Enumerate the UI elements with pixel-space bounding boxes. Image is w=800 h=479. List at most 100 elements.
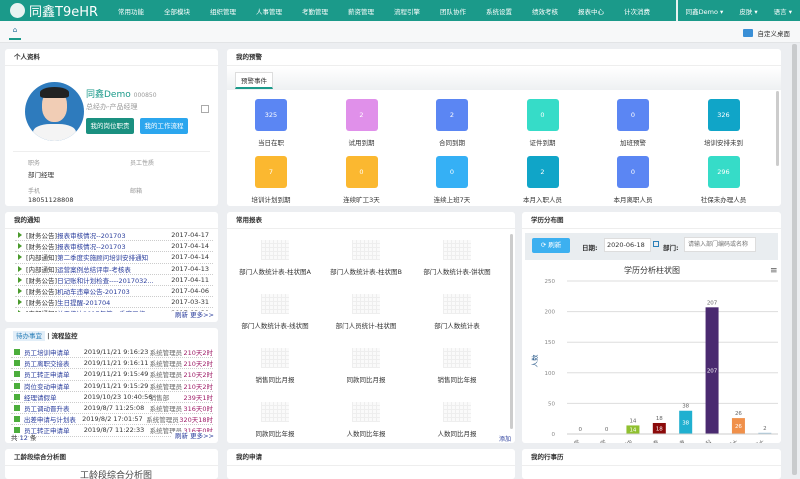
notice-item[interactable]: [财务公告] 生日提醒-201704 2017-03-31: [15, 297, 213, 309]
notice-title[interactable]: 运营案例总结评审-考核表: [57, 265, 131, 274]
notice-title[interactable]: 第二季度实施顾问培训安排通知: [57, 254, 149, 263]
warning-item[interactable]: 2 本月入职人员: [498, 156, 588, 204]
todo-item[interactable]: 员工培训申请单 2019/11/21 9:16:23 系统管理员 210天2时: [11, 347, 213, 359]
nav-item[interactable]: 考勤管理: [302, 7, 328, 16]
nav-item[interactable]: 全部模块: [164, 7, 190, 16]
warning-item[interactable]: 0 证件到期: [498, 99, 588, 147]
report-item[interactable]: 销售同比年报: [409, 348, 505, 384]
todo-item[interactable]: 经理请假单 2019/10/23 10:40:56 销售部 239天1时: [11, 392, 213, 403]
report-item[interactable]: 部门人数统计表-柱状图A: [227, 240, 323, 276]
nav-item[interactable]: 系统设置: [486, 7, 512, 16]
nav-item[interactable]: 薪资管理: [348, 7, 374, 16]
nav-item[interactable]: 团队协作: [440, 7, 466, 16]
notice-item[interactable]: [内部通知]关于传达2017年第一季度工作2017-03-30: [15, 308, 213, 312]
more-link[interactable]: 更多>>: [190, 432, 214, 440]
language-menu[interactable]: 语言 ▾: [773, 7, 792, 16]
notice-item[interactable]: [财务公告] 报表审核情况--201703 2017-04-14: [15, 241, 213, 253]
customize-desktop-button[interactable]: 自定义桌面: [742, 28, 790, 38]
bar[interactable]: [626, 425, 640, 434]
refresh-link[interactable]: 刷新: [175, 311, 189, 319]
todo-name[interactable]: 岗位变动申请单: [23, 382, 70, 391]
nav-item[interactable]: 绩效考核: [532, 7, 558, 16]
report-item[interactable]: 部门人数统计表: [409, 294, 505, 330]
report-item[interactable]: 部门人数统计表-柱状图B: [318, 240, 414, 276]
todo-name[interactable]: 员工调动晋升表: [23, 405, 70, 414]
more-link[interactable]: 更多>>: [190, 311, 214, 319]
todo-name[interactable]: 员工离职交接表: [23, 360, 70, 369]
report-item[interactable]: 人数同比年报: [318, 402, 414, 438]
notice-item[interactable]: [财务公告] 报表审核情况--201703 2017-04-17: [15, 230, 213, 242]
nav-item[interactable]: 组织管理: [210, 7, 236, 16]
calendar-icon[interactable]: [653, 241, 659, 247]
user-menu[interactable]: 同鑫Demo ▾: [685, 7, 724, 16]
todo-item[interactable]: 员工离职交接表 2019/11/21 9:16:11 系统管理员 210天2时: [11, 358, 213, 370]
warning-item[interactable]: 7 培训计划到期: [227, 156, 316, 204]
notice-title[interactable]: 报表审核情况--201703: [57, 232, 126, 241]
my-workflow-button[interactable]: 我的工作流程: [140, 118, 188, 134]
report-item[interactable]: 同款同比年报: [227, 402, 323, 438]
scrollbar[interactable]: [510, 234, 513, 429]
add-report-link[interactable]: 添加: [498, 436, 511, 443]
bar[interactable]: [705, 307, 719, 434]
todo-name[interactable]: 员工培训申请单: [23, 349, 70, 358]
notice-title[interactable]: 生日提醒-201704: [57, 299, 111, 308]
warning-item[interactable]: 2 合同到期: [407, 99, 497, 147]
todo-name[interactable]: 出差申请与计划表: [23, 416, 76, 425]
skin-menu[interactable]: 皮肤 ▾: [739, 7, 758, 16]
todo-name[interactable]: 经理请假单: [23, 393, 57, 402]
chart-menu-icon[interactable]: ≡: [770, 266, 778, 276]
report-item[interactable]: 同款同比月报: [318, 348, 414, 384]
scrollbar[interactable]: [776, 91, 779, 166]
dept-input[interactable]: [684, 237, 756, 252]
my-duties-button[interactable]: 我的岗位职责: [86, 118, 134, 134]
warning-item[interactable]: 296 社保未办理人员: [679, 156, 769, 204]
refresh-link[interactable]: 刷新: [175, 432, 189, 440]
bar[interactable]: [731, 418, 745, 434]
warning-item[interactable]: 0 连续旷工3天: [317, 156, 407, 204]
bar[interactable]: [652, 422, 666, 434]
warning-item[interactable]: 0 本月离职人员: [588, 156, 678, 204]
notice-title[interactable]: 机动车违章公告-201703: [57, 288, 130, 297]
nav-item[interactable]: 报表中心: [578, 7, 604, 16]
warning-item[interactable]: 0 连续上班7天: [407, 156, 497, 204]
warning-item[interactable]: 325 当日在职: [227, 99, 316, 147]
home-icon[interactable]: ⌂: [9, 26, 21, 40]
tab-process-monitor[interactable]: 流程监控: [51, 332, 78, 340]
tab-warning-events[interactable]: 预警事件: [235, 72, 273, 89]
notice-item[interactable]: [财务公告] 日记账和计划检查----2017032... 2017-04-11: [15, 275, 213, 286]
notice-item[interactable]: [内部通知] 运营案例总结评审-考核表 2017-04-13: [15, 264, 213, 275]
nav-item[interactable]: 流程引擎: [394, 7, 420, 16]
tab-todo[interactable]: 待办事宜: [13, 331, 45, 341]
report-item[interactable]: 销售同比月报: [227, 348, 323, 384]
bar[interactable]: [679, 410, 693, 434]
notice-item[interactable]: [内部通知] 第二季度实施顾问培训安排通知 2017-04-14: [15, 252, 213, 264]
report-item[interactable]: 人数同比月报: [409, 402, 505, 438]
nav-item[interactable]: 常用功能: [118, 7, 144, 16]
todo-item[interactable]: 出差申请与计划表 2019/8/2 17:01:57 系统管理员 320天18时: [11, 414, 213, 426]
bar[interactable]: [758, 432, 772, 434]
nav-item[interactable]: 计次消费: [624, 7, 650, 16]
logo[interactable]: 同鑫T9eHR: [0, 1, 108, 20]
notice-item[interactable]: [财务公告] 机动车违章公告-201703 2017-04-06: [15, 286, 213, 298]
warning-item[interactable]: 326 培训安排未到: [679, 99, 769, 147]
report-label: 同款同比月报: [346, 376, 386, 384]
todo-item[interactable]: 员工转正申请单 2019/11/21 9:15:49 系统管理员 210天2时: [11, 369, 213, 381]
edit-icon[interactable]: [201, 105, 209, 113]
todo-item[interactable]: 岗位变动申请单 2019/11/21 9:15:29 系统管理员 210天2时: [11, 381, 213, 392]
todo-name[interactable]: 员工转正申请单: [23, 427, 70, 436]
warning-item[interactable]: 2 试用到期: [317, 99, 407, 147]
page-scrollbar[interactable]: [792, 44, 797, 475]
notice-title[interactable]: 关于传达2017年第一季度工作: [57, 308, 161, 312]
report-item[interactable]: 部门人员统计-柱状图: [318, 294, 414, 330]
report-item[interactable]: 部门人数统计表-线状图: [227, 294, 323, 330]
todo-item[interactable]: 员工调动晋升表 2019/8/7 11:25:08 系统管理员 316天0时: [11, 403, 213, 415]
nav-item[interactable]: 人事管理: [256, 7, 282, 16]
notice-title[interactable]: 报表审核情况--201703: [57, 243, 126, 252]
warning-item[interactable]: 0 加班预警: [588, 99, 678, 147]
refresh-button[interactable]: ⟳ 刷新: [532, 238, 570, 253]
report-item[interactable]: 部门人数统计表-饼状图: [409, 240, 505, 276]
todo-name[interactable]: 员工转正申请单: [23, 371, 70, 380]
notice-title[interactable]: 日记账和计划检查----2017032...: [57, 276, 154, 285]
date-input[interactable]: 2020-06-18: [604, 238, 651, 252]
